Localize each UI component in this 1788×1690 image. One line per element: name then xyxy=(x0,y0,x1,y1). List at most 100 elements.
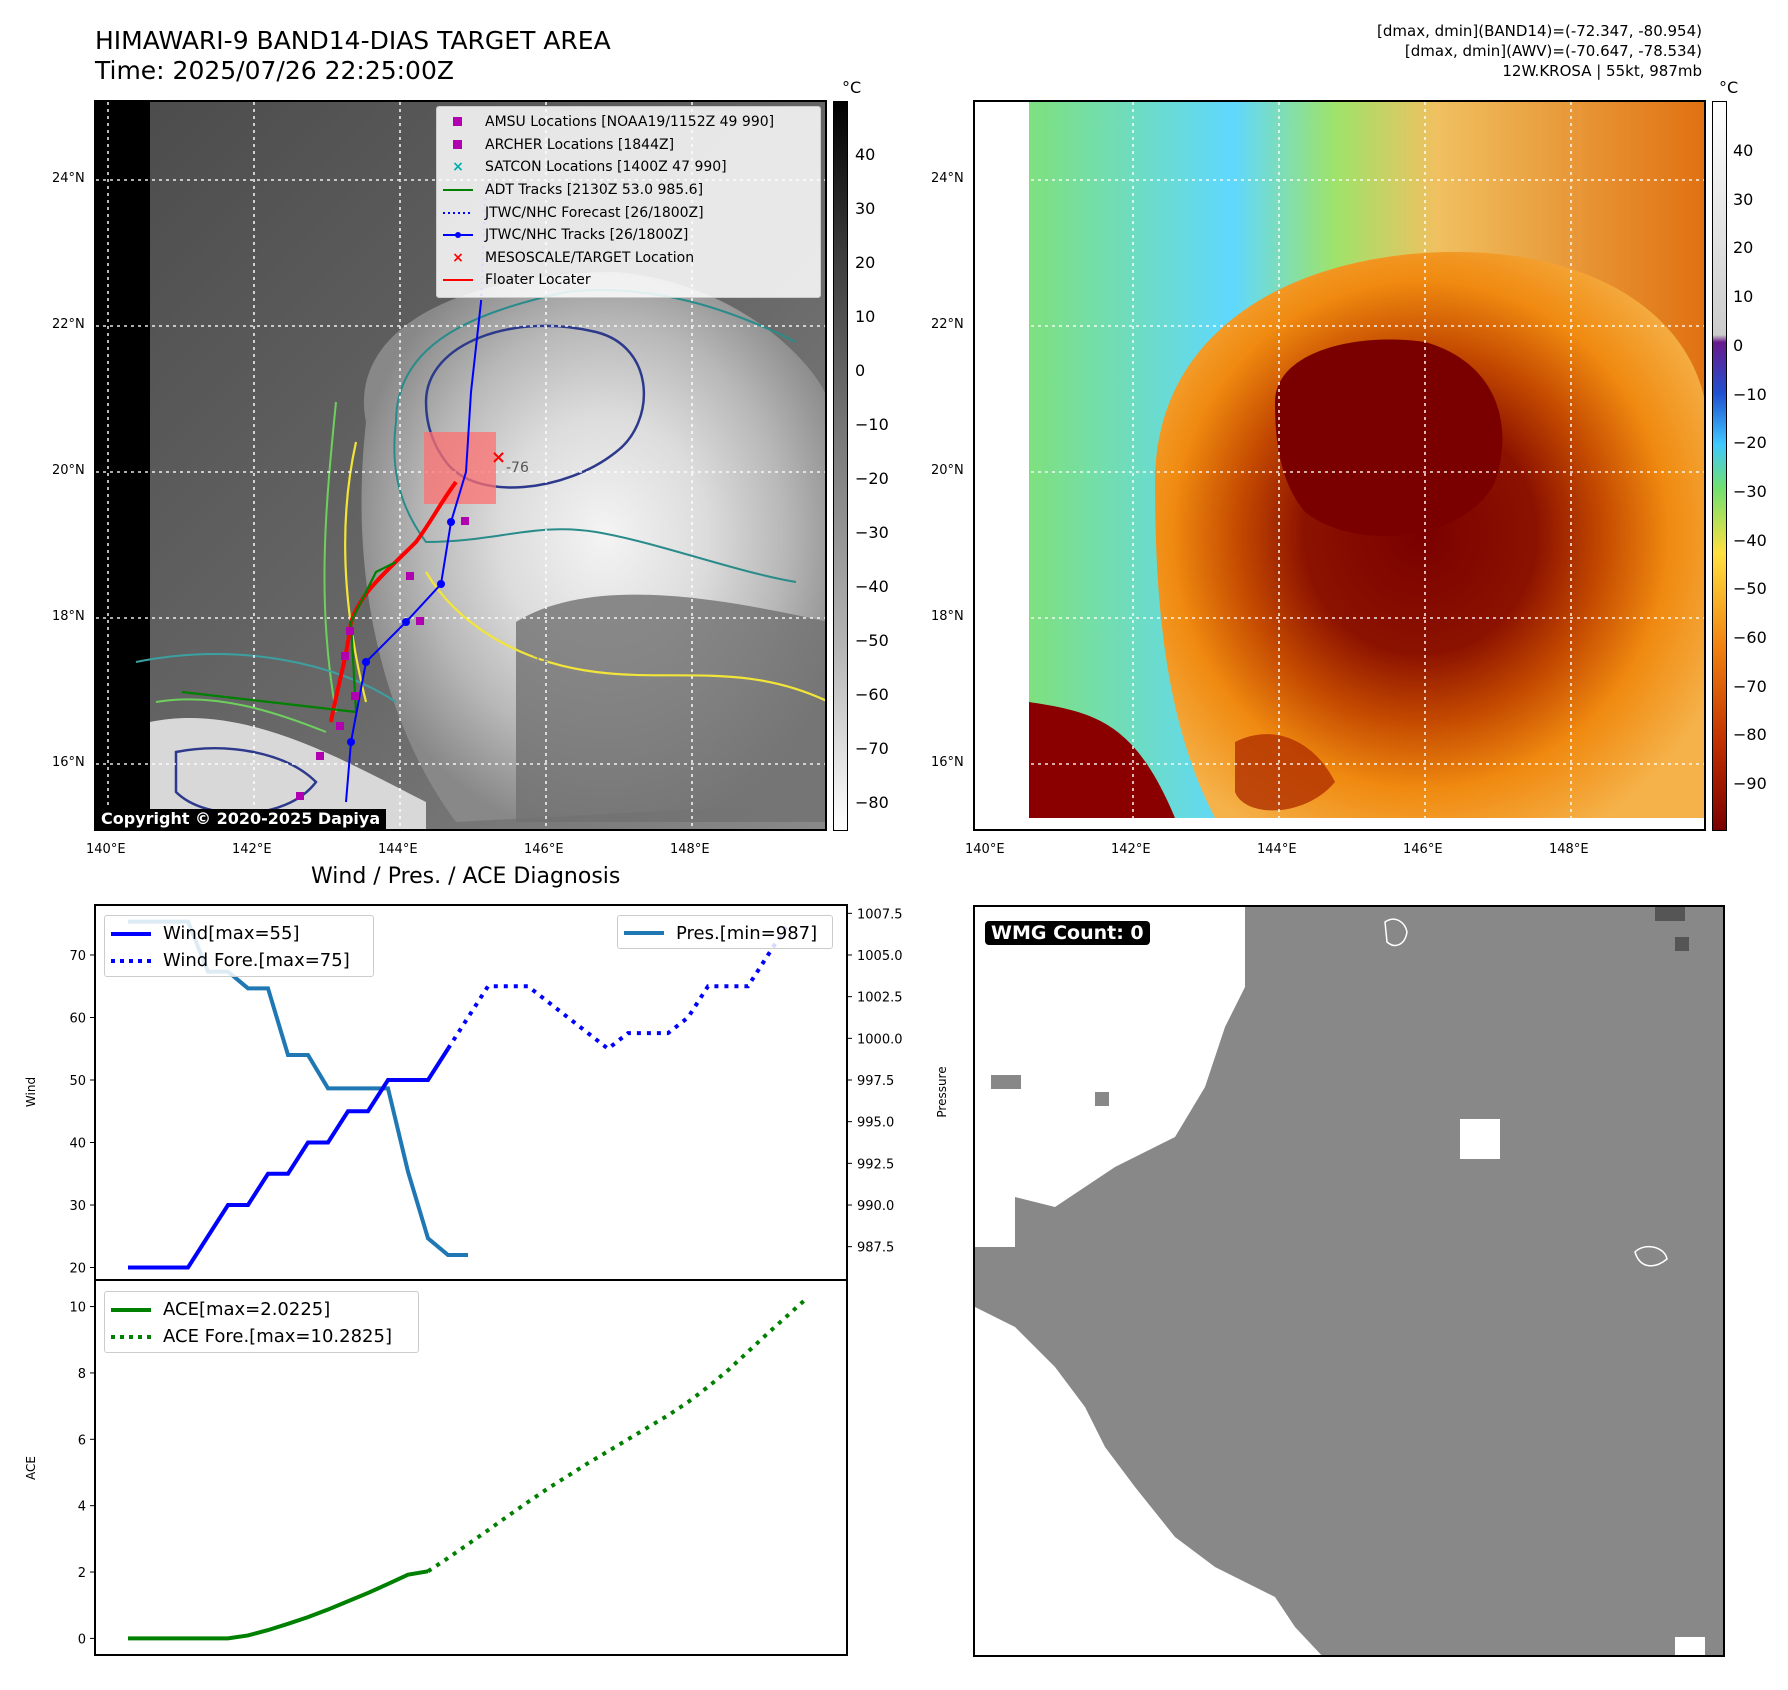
no-data-strip xyxy=(96,102,150,829)
wind-legend: Wind[max=55] Wind Fore.[max=75] xyxy=(104,915,374,977)
legend-row-adt: ADT Tracks [2130Z 53.0 985.6] xyxy=(443,179,814,202)
pressure-ytick-label: 987.5 xyxy=(857,1241,894,1256)
ir-colorbar-tick: −50 xyxy=(855,631,889,650)
ir-colorbar-tick: 30 xyxy=(855,199,876,218)
pressure-ytick-label: 990.0 xyxy=(857,1199,894,1214)
legend-key-line-dot-icon xyxy=(443,231,473,239)
ace-chart: 10 8 6 4 2 0 ACE xyxy=(24,1279,848,1656)
legend-label-ace: ACE[max=2.0225] xyxy=(163,1299,331,1320)
lon-label-144e: 144°E xyxy=(378,842,418,857)
legend-label-jtwc-tracks: JTWC/NHC Tracks [26/1800Z] xyxy=(485,227,689,244)
legend-key-line-icon xyxy=(111,931,151,937)
legend-label-wind: Wind[max=55] xyxy=(163,923,300,944)
lat-label-16n: 16°N xyxy=(52,755,85,770)
awv-colorbar-tick: −30 xyxy=(1733,481,1767,501)
diagnosis-charts: 7060504030201007.51005.01002.51000.0997.… xyxy=(24,904,949,1656)
legend-row-jtwc-forecast: JTWC/NHC Forecast [26/1800Z] xyxy=(443,201,814,224)
pressure-ytick-label: 997.5 xyxy=(857,1074,894,1089)
ir-colorbar-tick: −40 xyxy=(855,577,889,596)
ace-forecast-series-line xyxy=(426,1295,810,1573)
lat-label-24n: 24°N xyxy=(52,171,85,186)
awv-colorbar-unit: °C xyxy=(1719,78,1739,97)
awv-colorbar-tick: −60 xyxy=(1733,628,1767,647)
legend-key-x-icon: × xyxy=(452,159,464,176)
ir-map-legend: AMSU Locations [NOAA19/1152Z 49 990] ARC… xyxy=(436,106,821,298)
awv-lon-label-142e: 142°E xyxy=(1111,842,1151,857)
awv-colorbar-tick: 20 xyxy=(1733,238,1754,258)
legend-label-amsu: AMSU Locations [NOAA19/1152Z 49 990] xyxy=(485,114,775,131)
ir-colorbar-tick: 40 xyxy=(855,145,876,164)
legend-key-x-icon: × xyxy=(452,249,464,266)
awv-lon-label-148e: 148°E xyxy=(1549,842,1589,857)
wind-ytick-label: 50 xyxy=(69,1074,86,1089)
pressure-legend: Pres.[min=987] xyxy=(617,915,833,949)
ir-colorbar-tick: −10 xyxy=(855,415,889,434)
ace-ytick-label: 8 xyxy=(78,1367,86,1382)
ir-colorbar-tick: −80 xyxy=(855,793,889,812)
ir-colorbar-tick: −30 xyxy=(855,523,889,542)
legend-row-amsu: AMSU Locations [NOAA19/1152Z 49 990] xyxy=(443,111,814,134)
legend-row-archer: ARCHER Locations [1844Z] xyxy=(443,134,814,157)
pressure-ytick-label: 1002.5 xyxy=(857,991,903,1006)
wind-axis-label: Wind xyxy=(24,1077,38,1107)
legend-row-ace-forecast: ACE Fore.[max=10.2825] xyxy=(111,1323,412,1350)
ace-ytick-label: 6 xyxy=(78,1433,86,1448)
lon-label-140e: 140°E xyxy=(86,842,126,857)
awv-lon-label-140e: 140°E xyxy=(965,842,1005,857)
awv-colorbar-tick: −50 xyxy=(1733,579,1767,599)
ace-ytick-label: 4 xyxy=(78,1500,86,1515)
awv-colorbar-tick: −20 xyxy=(1733,433,1767,453)
wind-ytick-label: 30 xyxy=(69,1199,86,1214)
wind-ytick-label: 70 xyxy=(69,949,86,964)
legend-label-archer: ARCHER Locations [1844Z] xyxy=(485,136,675,153)
legend-key-dotted-line-icon xyxy=(111,958,151,964)
awv-colorbar-tick: 10 xyxy=(1733,287,1754,307)
wind-ytick-label: 40 xyxy=(69,1137,86,1152)
info-awv-range: [dmax, dmin](AWV)=(-70.647, -78.534) xyxy=(1404,42,1702,60)
awv-colorbar-tick: 40 xyxy=(1733,141,1754,160)
pressure-ytick-label: 1005.0 xyxy=(857,949,903,964)
amsu-archer-points xyxy=(296,517,469,800)
lat-label-18n: 18°N xyxy=(52,609,85,624)
legend-key-square-icon xyxy=(443,117,473,127)
wmg-mask-image xyxy=(975,907,1723,1655)
pressure-ytick-label: 1000.0 xyxy=(857,1032,903,1047)
ir-colorbar xyxy=(833,101,848,831)
legend-key-line-icon xyxy=(443,188,473,192)
pressure-ytick-label: 1007.5 xyxy=(857,907,903,922)
awv-lat-label-16n: 16°N xyxy=(931,755,964,770)
ace-axis-label: ACE xyxy=(24,1456,38,1480)
lat-label-22n: 22°N xyxy=(52,317,85,332)
awv-colorbar-tick: −10 xyxy=(1733,384,1767,404)
info-band14-range: [dmax, dmin](BAND14)=(-72.347, -80.954) xyxy=(1377,22,1702,40)
legend-label-wind-forecast: Wind Fore.[max=75] xyxy=(163,950,350,971)
pressure-ytick-label: 995.0 xyxy=(857,1116,894,1131)
legend-label-ace-forecast: ACE Fore.[max=10.2825] xyxy=(163,1326,392,1347)
jtwc-track-points xyxy=(347,518,455,746)
contour-label-1: -31 xyxy=(526,650,549,666)
ir-colorbar-unit: °C xyxy=(842,78,862,97)
legend-key-line-icon xyxy=(443,278,473,282)
floater-track xyxy=(329,480,458,723)
awv-lat-label-20n: 20°N xyxy=(931,463,964,478)
awv-lon-label-146e: 146°E xyxy=(1403,842,1443,857)
awv-lon-label-144e: 144°E xyxy=(1257,842,1297,857)
awv-colorbar-tick: −80 xyxy=(1733,725,1767,745)
legend-label-jtwc-forecast: JTWC/NHC Forecast [26/1800Z] xyxy=(485,204,704,221)
ir-colorbar-tick: −60 xyxy=(855,685,889,704)
legend-key-dotted-line-icon xyxy=(111,1334,151,1340)
wmg-panel xyxy=(973,905,1725,1657)
wmg-count-badge: WMG Count: 0 xyxy=(985,921,1150,945)
ace-ytick-label: 10 xyxy=(69,1301,86,1316)
legend-key-dotted-line-icon xyxy=(443,211,473,215)
adt-track xyxy=(181,561,397,714)
legend-row-mesoscale: × MESOSCALE/TARGET Location xyxy=(443,247,814,270)
legend-key-line-icon xyxy=(624,930,664,936)
mesoscale-target-marker: × xyxy=(491,447,506,468)
awv-colorbar-tick: −40 xyxy=(1733,530,1767,550)
wind-series-line xyxy=(128,1047,450,1270)
wind-forecast-series-line xyxy=(446,922,790,1052)
lat-label-20n: 20°N xyxy=(52,463,85,478)
legend-row-satcon: × SATCON Locations [1400Z 47 990] xyxy=(443,156,814,179)
awv-map-panel xyxy=(973,100,1706,831)
